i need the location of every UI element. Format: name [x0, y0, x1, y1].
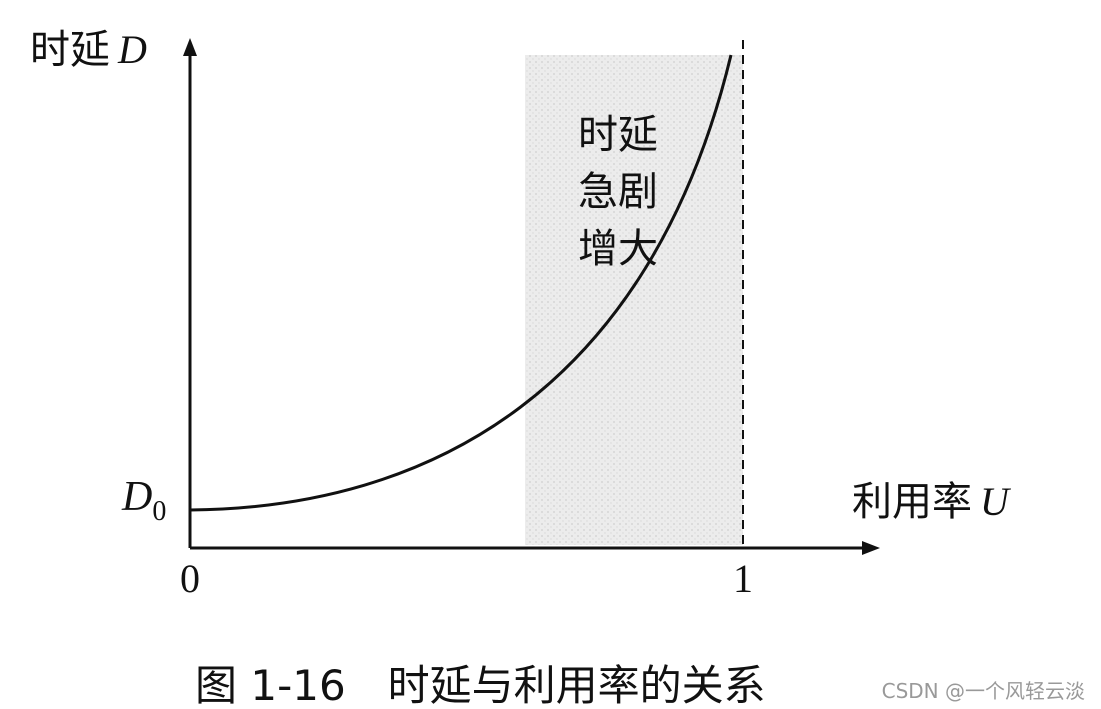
- x-tick-label: 1: [733, 556, 753, 601]
- y-axis-symbol: D: [117, 27, 147, 72]
- watermark: CSDN @一个风轻云淡: [882, 679, 1085, 703]
- origin-label: D0: [121, 474, 166, 527]
- origin-symbol: D: [121, 474, 152, 520]
- x-tick-label: 0: [180, 556, 200, 601]
- x-axis-label-text: 利用率: [852, 479, 972, 525]
- region-label-line: 急剧: [578, 169, 658, 215]
- y-axis-arrow: [183, 38, 197, 56]
- x-axis-symbol: U: [980, 479, 1012, 524]
- delay-curve: [189, 54, 733, 512]
- region-label-line: 时延: [578, 112, 658, 158]
- x-axis-arrow: [862, 541, 880, 555]
- origin-subscript: 0: [152, 496, 166, 527]
- y-axis-label-text: 时延: [30, 27, 110, 73]
- region-label-line: 增大: [578, 226, 658, 272]
- y-axis-label: 时延 D: [30, 27, 147, 73]
- x-axis-label: 利用率 U: [852, 479, 1012, 525]
- caption: 图 1-16 时延与利用率的关系: [195, 661, 766, 709]
